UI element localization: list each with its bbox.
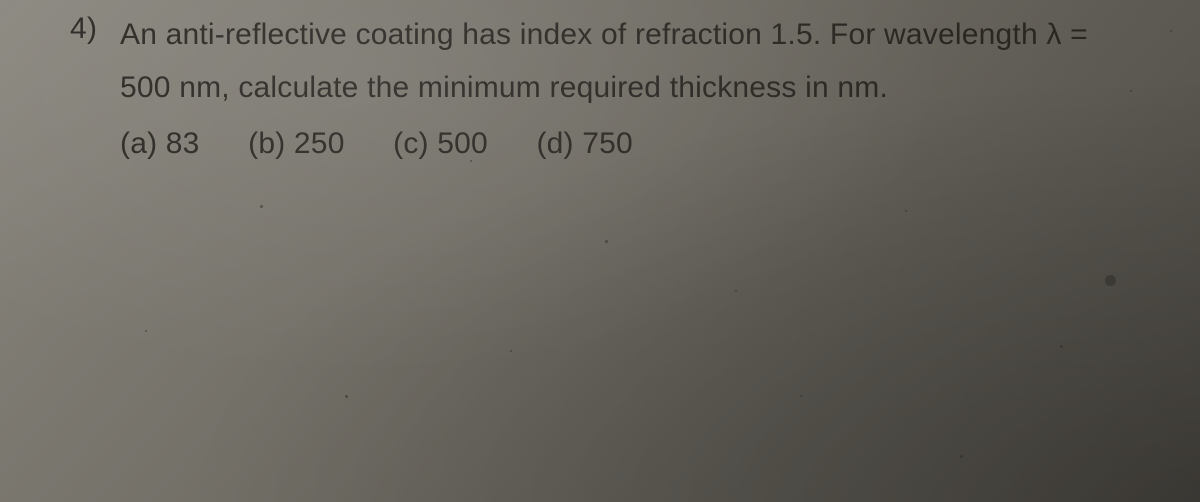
paper-speck [1130,90,1132,92]
question-text: An anti-reflective coating has index of … [120,12,1170,111]
paper-speck [1105,275,1116,286]
question-number: 4) [70,12,97,46]
paper-speck [1060,345,1063,348]
paper-speck [905,210,907,212]
question-line-1: An anti-reflective coating has index of … [120,12,1170,59]
paper-speck [800,395,802,397]
paper-speck [960,455,963,458]
option-b: (b) 250 [248,127,344,161]
paper-speck [145,330,147,332]
paper-speck [605,240,608,243]
question-line-2: 500 nm, calculate the minimum required t… [120,65,1170,112]
option-d: (d) 750 [536,127,632,161]
paper-speck [1170,30,1172,32]
answer-options: (a) 83 (b) 250 (c) 500 (d) 750 [120,127,1170,161]
paper-speck [735,290,737,292]
option-a: (a) 83 [120,127,200,161]
paper-speck [470,160,472,162]
option-c: (c) 500 [393,127,488,161]
paper-speck [510,350,512,352]
paper-speck [260,205,263,208]
paper-speck [345,395,348,398]
question-block: 4) An anti-reflective coating has index … [70,12,1170,161]
